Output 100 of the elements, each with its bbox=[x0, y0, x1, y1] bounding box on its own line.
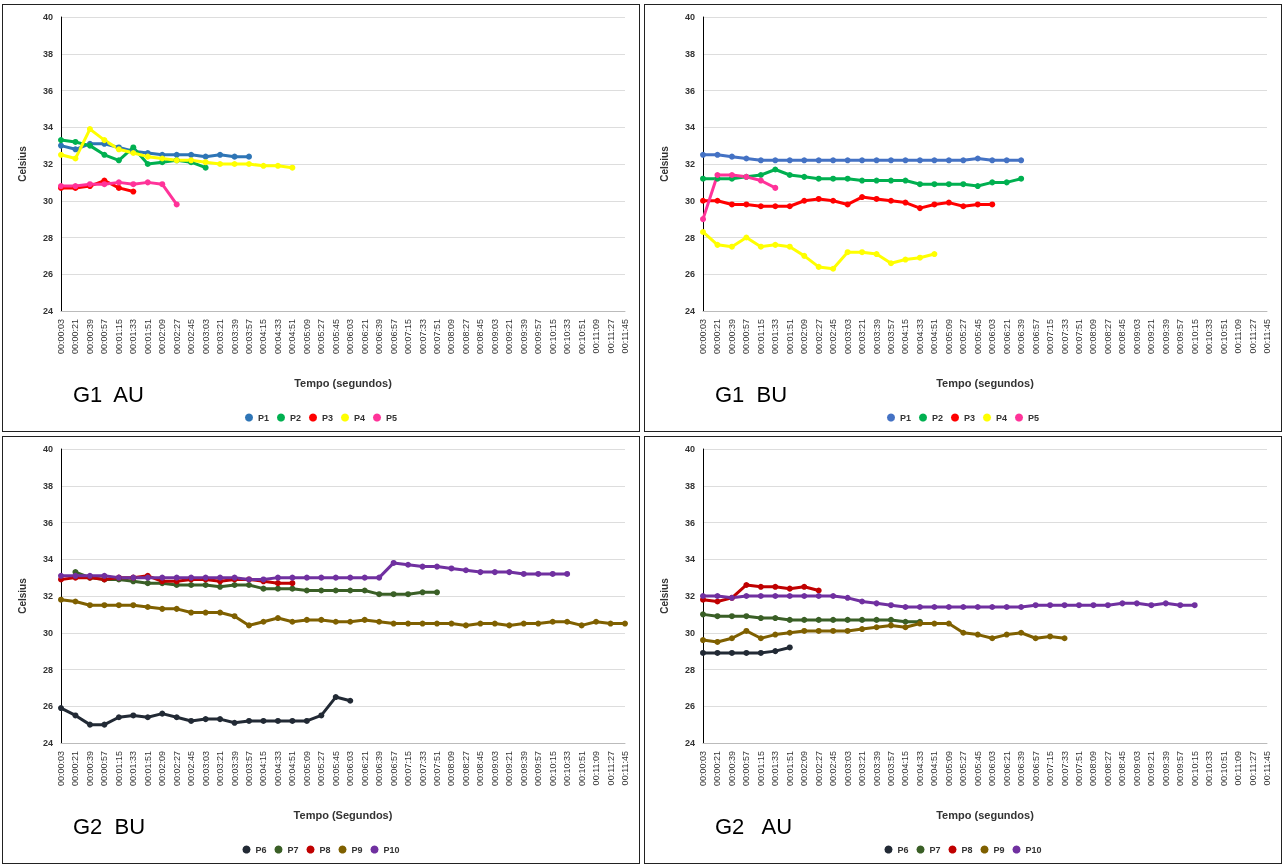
point bbox=[1148, 602, 1155, 609]
point bbox=[405, 591, 412, 598]
point bbox=[159, 710, 166, 717]
point bbox=[916, 157, 923, 164]
x-tick-label: 00:11:09 bbox=[1233, 751, 1244, 786]
point bbox=[945, 181, 952, 188]
x-tick-label: 00:07:33 bbox=[417, 751, 428, 787]
point bbox=[931, 251, 938, 258]
point bbox=[830, 265, 837, 272]
x-tick-label: 00:05:45 bbox=[972, 751, 983, 787]
point bbox=[549, 570, 556, 577]
x-tick-label: 00:00:57 bbox=[99, 751, 110, 787]
x-tick-label: 00:02:27 bbox=[171, 751, 182, 787]
y-tick-label: 38 bbox=[42, 480, 53, 491]
point bbox=[347, 587, 354, 594]
y-tick-label: 30 bbox=[42, 195, 53, 206]
point bbox=[217, 151, 224, 158]
x-tick-label: 00:08:09 bbox=[1088, 751, 1099, 787]
x-tick-label: 00:09:03 bbox=[1131, 319, 1142, 355]
point bbox=[1003, 179, 1010, 186]
x-tick-label: 00:01:51 bbox=[142, 319, 153, 355]
x-tick-label: 00:00:03 bbox=[56, 751, 66, 787]
x-tick-label: 00:02:45 bbox=[186, 319, 197, 355]
point bbox=[974, 604, 981, 611]
x-tick-label: 00:06:03 bbox=[987, 751, 998, 787]
x-tick-label: 00:05:27 bbox=[958, 319, 969, 355]
point bbox=[58, 596, 64, 603]
point bbox=[607, 620, 614, 627]
x-tick-label: 00:00:57 bbox=[741, 751, 752, 787]
x-tick-label: 00:10:15 bbox=[1189, 319, 1200, 355]
x-tick-label: 00:07:51 bbox=[432, 319, 442, 355]
x-tick-label: 00:09:03 bbox=[489, 751, 500, 787]
y-axis-title: Celsius bbox=[16, 145, 28, 182]
point bbox=[318, 574, 325, 581]
x-tick-label: 00:00:39 bbox=[84, 319, 95, 355]
x-tick-label: 00:06:39 bbox=[374, 751, 385, 787]
x-tick-label: 00:03:21 bbox=[857, 319, 868, 355]
point bbox=[772, 203, 779, 210]
x-tick-label: 00:06:57 bbox=[1030, 319, 1041, 355]
x-tick-label: 00:02:09 bbox=[799, 751, 810, 787]
y-tick-label: 36 bbox=[42, 85, 53, 96]
point bbox=[622, 620, 628, 627]
point bbox=[700, 637, 706, 644]
point bbox=[873, 251, 880, 258]
point bbox=[772, 184, 779, 191]
point bbox=[772, 166, 779, 173]
point bbox=[844, 175, 851, 182]
point bbox=[989, 635, 996, 642]
point bbox=[888, 602, 894, 609]
point bbox=[246, 717, 252, 724]
x-tick-label: 00:04:33 bbox=[272, 319, 283, 355]
legend-label: P9 bbox=[351, 844, 363, 855]
point bbox=[1090, 602, 1097, 609]
point bbox=[714, 613, 721, 620]
x-tick-label: 00:01:15 bbox=[113, 319, 124, 355]
x-tick-label: 00:09:21 bbox=[1146, 751, 1157, 787]
x-tick-label: 00:04:33 bbox=[272, 751, 283, 787]
point bbox=[159, 605, 166, 612]
point bbox=[801, 583, 808, 590]
point bbox=[1162, 600, 1169, 607]
x-tick-label: 00:10:51 bbox=[1218, 319, 1229, 355]
point bbox=[801, 616, 808, 623]
point bbox=[931, 201, 938, 208]
point bbox=[491, 620, 498, 627]
x-tick-label: 00:05:45 bbox=[330, 751, 341, 787]
point bbox=[945, 620, 952, 627]
point bbox=[405, 620, 412, 627]
y-tick-label: 30 bbox=[684, 627, 695, 638]
point bbox=[390, 559, 397, 566]
x-axis-title: Tempo (segundos) bbox=[936, 376, 1035, 389]
point bbox=[260, 618, 267, 625]
y-tick-label: 26 bbox=[42, 701, 53, 712]
point bbox=[757, 203, 764, 210]
x-tick-label: 00:05:27 bbox=[316, 319, 327, 355]
x-tick-label: 00:03:39 bbox=[229, 319, 240, 355]
point bbox=[801, 593, 808, 599]
point bbox=[564, 618, 571, 625]
x-tick-label: 00:07:15 bbox=[403, 751, 414, 787]
point bbox=[318, 616, 325, 623]
x-tick-label: 00:10:15 bbox=[547, 751, 558, 787]
point bbox=[830, 616, 837, 623]
y-axis-title: Celsius bbox=[658, 145, 670, 182]
y-tick-label: 26 bbox=[684, 701, 695, 712]
point bbox=[491, 569, 498, 576]
point bbox=[390, 591, 397, 598]
point bbox=[159, 181, 166, 188]
y-tick-label: 38 bbox=[684, 48, 695, 59]
point bbox=[786, 593, 793, 599]
point bbox=[801, 157, 808, 164]
point bbox=[859, 157, 866, 164]
point bbox=[844, 616, 851, 623]
x-tick-label: 00:03:39 bbox=[871, 319, 882, 355]
x-tick-label: 00:04:33 bbox=[914, 319, 925, 355]
point bbox=[772, 241, 779, 248]
point bbox=[506, 622, 513, 629]
x-tick-label: 00:08:09 bbox=[446, 319, 457, 355]
point bbox=[217, 583, 224, 590]
point bbox=[231, 161, 238, 167]
y-tick-label: 32 bbox=[684, 591, 695, 601]
x-tick-label: 00:05:27 bbox=[958, 751, 969, 787]
